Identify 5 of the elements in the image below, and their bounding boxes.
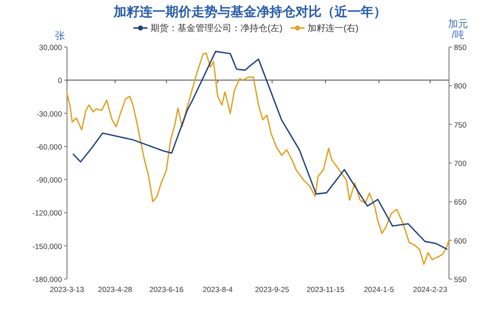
title: 加籽连一期价走势与基金净持仓对比（近一年） <box>114 4 386 19</box>
legend-label: 加籽连一(右) <box>308 23 358 33</box>
legend-label: 期货：基金管理公司：净持仓(左) <box>150 23 282 33</box>
y2-axis-title: 加元/吨 <box>448 18 468 41</box>
y-axis-title: 张 <box>55 30 65 42</box>
